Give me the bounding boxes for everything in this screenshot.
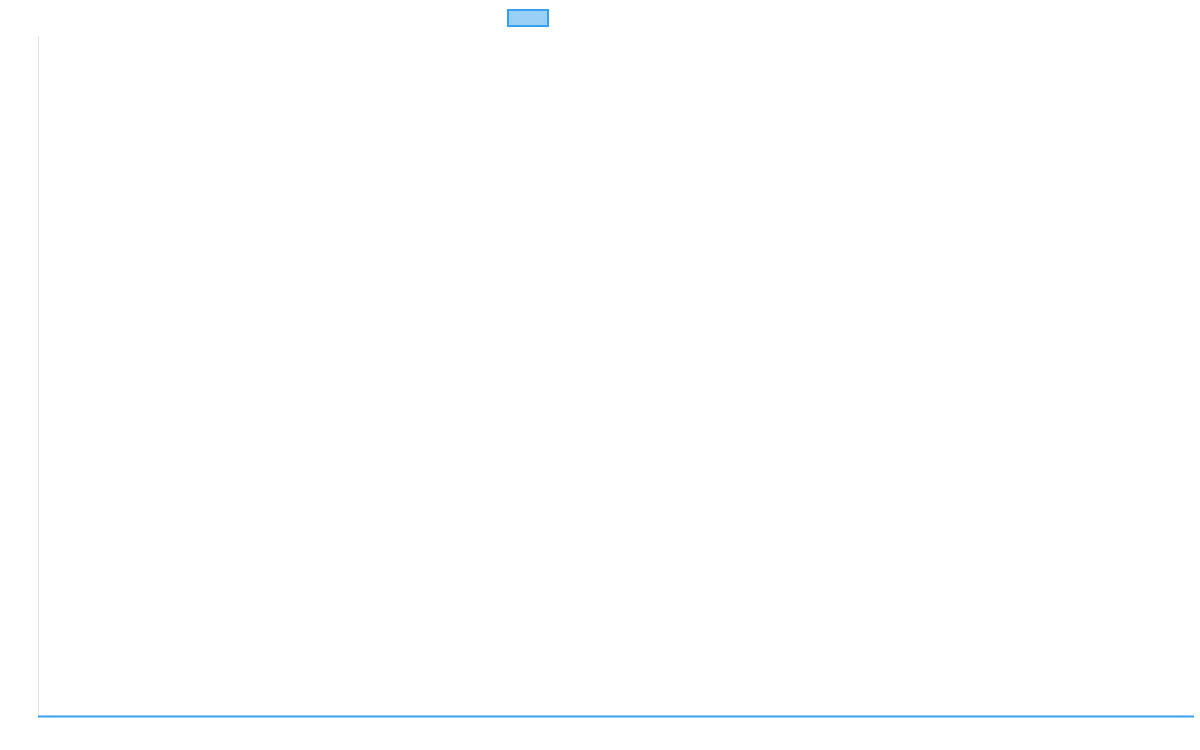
legend-swatch[interactable] [507, 9, 549, 27]
